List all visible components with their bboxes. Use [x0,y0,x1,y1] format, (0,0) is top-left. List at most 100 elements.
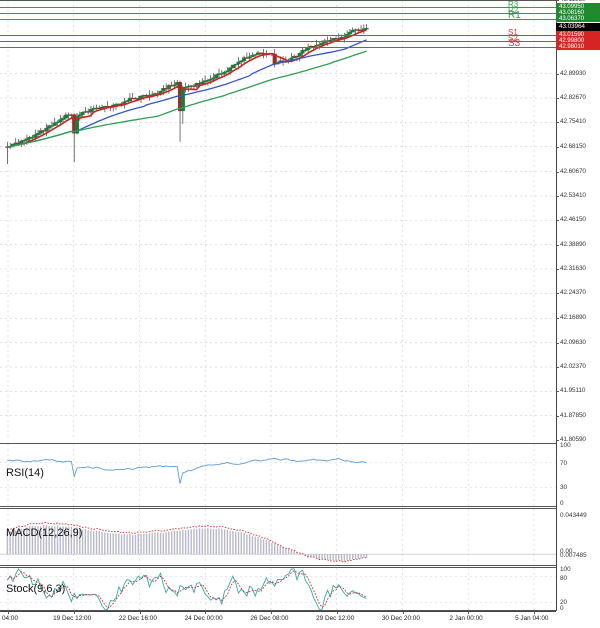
price-axis-tick [556,367,559,369]
time-axis-label: 2 Jan 00:00 [449,615,483,622]
pivot-label-r3: R3 [508,0,519,9]
price-axis-tick [556,98,559,100]
price-axis-label: 42.46150 [560,216,586,224]
macd-svg [0,509,556,565]
time-axis-tick [468,611,470,614]
rsi-level-70: 70 [560,459,568,467]
price-axis-tick [556,269,559,270]
rsi-svg [0,444,556,506]
price-axis-label: 42.38890 [560,240,586,248]
rsi-bottom-border [0,506,556,507]
price-axis-label: 42.82670 [560,94,586,102]
time-axis-label: 26 Dec 08:00 [250,615,289,622]
price-axis-tick [556,0,559,1]
price-axis-label: 42.16890 [560,314,586,322]
macd-label: MACD(12,26,9) [6,527,83,539]
stoch-label: Stock(9,6,3) [6,583,66,595]
price-axis-label: 42.31630 [560,265,586,272]
time-axis-label: 04:00 [2,615,18,622]
price-axis-tick [556,220,559,222]
stoch-svg [0,568,556,611]
price-chart-panel[interactable] [0,0,556,440]
price-axis-tick [556,171,559,173]
pivot-price-chip-r2: 43.08160 [556,9,600,17]
time-axis-label: 5 Jan 04:00 [515,615,549,622]
pivot-label-r2: R2 [508,5,519,15]
price-axis-label: 41.95110 [560,387,586,395]
macd-bottom-border [0,565,556,566]
price-axis-label: 42.60670 [560,167,586,175]
macd-level-signal: 0.007485 [560,552,587,560]
price-axis[interactable]: 43.11930 42.89930 42.82670 42.75410 42.68150… [556,0,600,611]
pivot-line-r1 [0,18,556,20]
stoch-level-0: 0 [560,605,564,612]
macd-level-top: 0.043449 [560,511,587,519]
rsi-level-30: 30 [560,484,568,492]
rsi-level-0: 0 [560,500,564,507]
macd-level-zero: 0.00 [560,548,573,556]
stoch-level-20: 20 [560,599,568,607]
time-axis-tick [73,611,75,614]
price-axis-label: 42.02370 [560,363,586,371]
pivot-lines-layer: R3 R2 R1 S1 S2 S3 [0,0,556,49]
time-axis-tick [534,611,535,614]
time-axis-label: 29 Dec 12:00 [316,615,355,622]
price-panel-top-border [0,0,556,1]
price-axis-tick [556,73,559,75]
price-axis-label: 42.75410 [560,118,586,126]
pivot-price-chip-s2: 42.99800 [556,37,600,45]
pivot-price-chip-s1: 43.01590 [556,31,600,39]
stoch-bottom-border [0,610,556,611]
price-axis-tick [556,293,559,295]
price-axis-tick [556,146,559,148]
macd-top-border [0,508,556,509]
time-axis-label: 19 Dec 12:00 [53,615,92,622]
price-axis-tick [556,415,559,417]
stoch-panel[interactable] [0,568,556,611]
time-axis-tick [8,611,9,614]
time-axis-label: 22 Dec 16:00 [118,615,157,622]
time-axis-label: 30 Dec 20:00 [381,615,420,622]
price-axis-label: 42.68150 [560,142,586,150]
pivot-price-chip-r3: 43.09950 [556,3,600,11]
pivot-line-r3 [0,6,556,8]
pivot-price-chip-s3: 42.98010 [556,43,600,51]
price-axis-line [556,0,557,611]
price-axis-label: 42.89930 [560,69,586,77]
rsi-top-border [0,443,556,444]
stoch-level-80: 80 [560,574,568,582]
price-axis-tick [556,318,559,320]
pivot-label-s1: S1 [508,27,518,37]
pivot-label-s2: S2 [508,33,518,43]
stoch-level-100: 100 [560,566,571,573]
rsi-level-100: 100 [560,442,571,449]
time-axis-tick [139,611,141,614]
time-axis-tick [336,611,338,614]
pivot-line-s2 [0,40,556,42]
price-axis-tick [556,196,559,198]
macd-panel[interactable] [0,509,556,565]
price-axis-tick [556,122,559,124]
stoch-top-border [0,567,556,568]
price-axis-tick [556,440,559,441]
price-axis-tick [556,244,559,246]
price-axis-label: 42.24370 [560,289,586,297]
time-axis-tick [271,611,272,614]
pivot-label-s3: S3 [508,37,521,49]
current-price-chip: 43.03964 [556,22,600,31]
time-axis-line [0,611,556,612]
rsi-panel[interactable] [0,444,556,506]
pivot-label-r1: R1 [508,9,521,21]
price-axis-label: 43.11930 [560,0,585,3]
pivot-line-s1 [0,34,556,36]
time-axis-tick [205,611,207,614]
price-axis-label: 41.80590 [560,436,586,443]
price-axis-label: 42.09630 [560,338,586,346]
pivot-line-r2 [0,12,556,14]
pivot-price-chip-r1: 43.06370 [556,15,600,23]
time-axis-label: 24 Dec 00:00 [184,615,223,622]
pivot-line-s3 [0,46,556,48]
time-axis[interactable]: 04:00 19 Dec 12:00 22 Dec 16:00 24 Dec 00:0… [0,611,600,628]
price-axis-label: 42.53410 [560,192,586,200]
